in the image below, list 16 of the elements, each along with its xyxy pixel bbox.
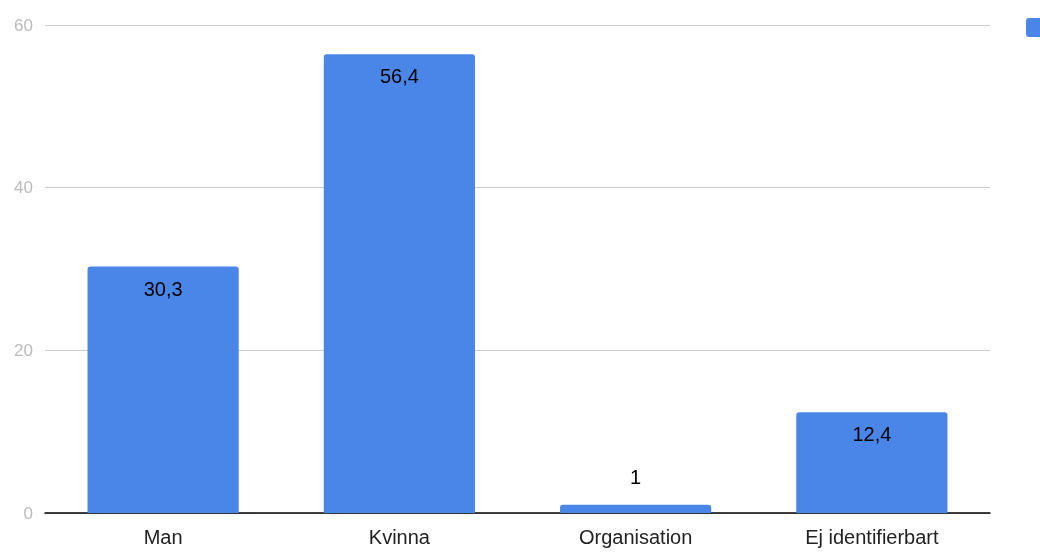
data-label: 1 <box>630 465 642 488</box>
y-tick-label: 0 <box>23 503 33 523</box>
x-tick-label: Organisation <box>578 526 693 548</box>
data-label: 12,4 <box>852 423 892 446</box>
data-label: 56,4 <box>379 65 419 88</box>
x-tick-label: Ej identifierbart <box>805 526 940 548</box>
x-tick-label: Man <box>143 526 183 548</box>
y-tick-label: 40 <box>14 178 33 198</box>
y-tick-label: 60 <box>14 15 33 35</box>
bar <box>87 266 239 513</box>
bar <box>323 54 475 513</box>
data-label: 30,3 <box>143 277 183 300</box>
bar <box>796 412 948 513</box>
x-tick-label: Kvinna <box>368 526 431 548</box>
bar <box>560 504 712 513</box>
y-tick-label: 20 <box>14 340 33 360</box>
